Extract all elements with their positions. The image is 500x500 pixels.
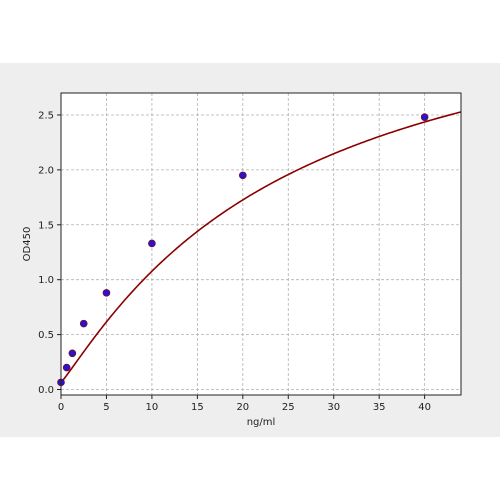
y-tick-label: 0.5 — [38, 330, 54, 341]
x-axis-label: ng/ml — [247, 417, 276, 428]
plot-frame — [60, 92, 462, 396]
x-tick-label: 25 — [282, 402, 295, 413]
data-point — [102, 289, 111, 297]
y-tick-label: 2.0 — [38, 165, 54, 176]
data-point — [79, 319, 88, 328]
x-tick-label: 10 — [146, 402, 159, 413]
y-tick-label: 1.0 — [38, 275, 54, 286]
y-tick-label: 0.0 — [38, 385, 54, 396]
y-tick-label: 2.5 — [38, 110, 54, 121]
y-axis-label: OD450 — [22, 227, 33, 262]
x-tick-label: 15 — [191, 402, 204, 413]
fit-curve — [60, 111, 462, 383]
x-tick-label: 35 — [373, 402, 386, 413]
data-point — [68, 349, 77, 358]
x-tick-label: 5 — [103, 402, 109, 413]
data-point — [420, 113, 429, 121]
data-point — [62, 363, 71, 372]
data-points — [57, 113, 429, 387]
x-axis-ticks: 0 5 10 15 20 25 30 35 40 — [58, 395, 431, 413]
x-tick-label: 20 — [236, 402, 249, 413]
y-axis-ticks: 0.0 0.5 1.0 1.5 2.0 2.5 — [38, 110, 61, 396]
plot-area — [61, 93, 461, 395]
data-point — [148, 239, 156, 248]
data-point — [239, 171, 247, 180]
x-tick-label: 30 — [327, 402, 340, 413]
x-tick-label: 40 — [418, 402, 431, 413]
fit-curve-group — [60, 111, 462, 383]
x-tick-label: 0 — [58, 402, 64, 413]
y-tick-label: 1.5 — [38, 220, 54, 231]
